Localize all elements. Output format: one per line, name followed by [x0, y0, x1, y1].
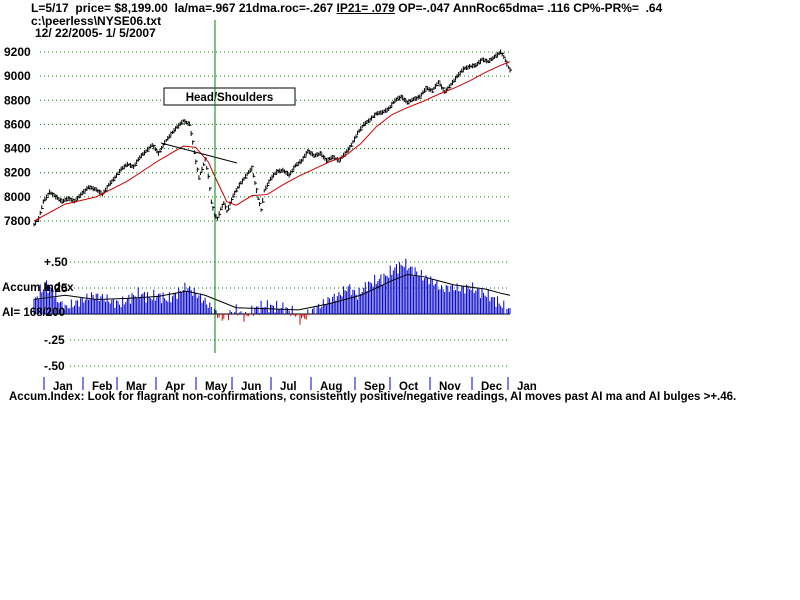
stats-line: L=5/17 price= $8,199.00 la/ma=.967 21dma…: [31, 2, 662, 15]
stats-text-b: OP=-.047 AnnRoc65dma= .116 CP%-PR%= .64: [394, 1, 663, 15]
file-path: c:\peerless\NYSE06.txt: [31, 14, 162, 28]
accum-label: Accum Index: [2, 282, 74, 294]
ai-readout: AI= 168/200: [2, 307, 65, 319]
month-label: Oct: [399, 381, 418, 393]
price-y-ticks: 9200 9000 8800 8600 8400 8200 8000 7800: [4, 45, 31, 228]
month-label: Aug: [320, 381, 342, 393]
neckline: [160, 142, 238, 164]
price-tick-label: 9200: [4, 45, 31, 59]
ai-bars: [33, 258, 511, 325]
month-label: Nov: [439, 381, 461, 393]
price-tick-label: 9000: [4, 69, 31, 83]
month-label: Dec: [481, 381, 503, 393]
price-tick-label: 8800: [4, 93, 31, 107]
ai-grid: [70, 261, 510, 367]
price-tick-label: 7800: [4, 214, 31, 228]
month-label: Jun: [241, 381, 261, 393]
ip21-value: IP21= .079: [336, 1, 395, 15]
price-tick-label: 8400: [4, 142, 31, 156]
price-tick-label: 8000: [4, 190, 31, 204]
month-label: May: [205, 381, 228, 393]
ai-y-ticks: +.50 +.25 -.25 -.50: [44, 255, 68, 373]
month-label: Mar: [126, 381, 147, 393]
price-grid: [40, 51, 510, 222]
ai-moving-average: [33, 273, 511, 311]
ai-tick-label: -.25: [44, 333, 65, 347]
price-tick-label: 8600: [4, 117, 31, 131]
price-tick-label: 8200: [4, 166, 31, 180]
month-label: Feb: [92, 381, 112, 393]
date-range: 12/ 22/2005- 1/ 5/2007: [35, 26, 156, 40]
month-label: Apr: [165, 381, 185, 393]
ai-tick-label: +.50: [44, 255, 68, 269]
head-shoulders-label: Head/Shoulders: [186, 92, 274, 104]
month-axis: Jan Feb Mar Apr May Jun Jul Aug Sep Oct Nov Dec Jan: [43, 377, 537, 393]
month-label: Sep: [364, 381, 385, 393]
month-label: Jan: [53, 381, 73, 393]
head-shoulders-annotation: Head/Shoulders: [163, 87, 296, 106]
ai-tick-label: +.25: [44, 281, 68, 295]
moving-average-line: [33, 61, 511, 222]
month-label: Jul: [280, 381, 297, 393]
stats-text-a: L=5/17 price= $8,199.00 la/ma=.967 21dma…: [31, 1, 337, 15]
accum-index-note: Accum.Index: Look for flagrant non-confi…: [9, 391, 737, 403]
ai-tick-label: -.50: [44, 359, 65, 373]
month-label: Jan: [517, 381, 537, 393]
